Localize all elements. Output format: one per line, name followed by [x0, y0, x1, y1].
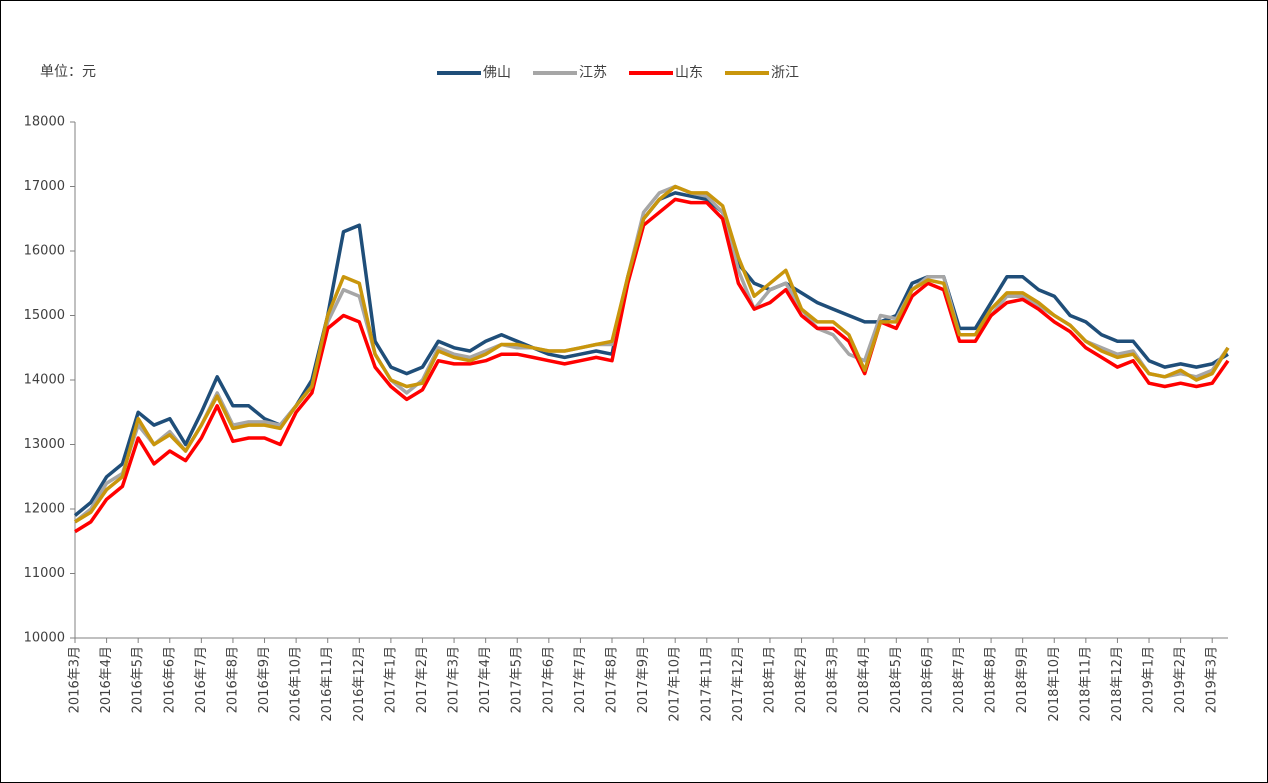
x-tick-label: 2018年5月 [889, 646, 904, 713]
x-tick-label: 2016年7月 [194, 646, 209, 713]
legend-label: 浙江 [771, 65, 799, 81]
y-tick-label: 11000 [24, 566, 65, 581]
x-tick-label: 2016年4月 [99, 646, 114, 713]
x-tick-label: 2016年3月 [68, 646, 83, 713]
series-line [73, 184, 1230, 524]
x-tick-label: 2019年1月 [1142, 646, 1157, 713]
x-tick-label: 2017年9月 [636, 646, 651, 713]
x-tick-label: 2018年6月 [920, 646, 935, 713]
x-tick-label: 2019年3月 [1205, 646, 1220, 713]
y-tick-label: 16000 [24, 244, 65, 259]
x-tick-label: 2017年11月 [699, 646, 714, 722]
y-tick-label: 17000 [24, 179, 65, 194]
x-tick-label: 2018年10月 [1047, 646, 1062, 722]
x-tick-label: 2018年4月 [857, 646, 872, 713]
x-tick-label: 2017年10月 [668, 646, 683, 722]
series-line [74, 197, 1230, 534]
y-tick-label: 14000 [24, 373, 65, 388]
x-tick-label: 2018年12月 [1110, 646, 1125, 722]
legend-label: 佛山 [483, 65, 511, 81]
x-tick-label: 2016年10月 [289, 646, 304, 722]
x-tick-label: 2018年9月 [1015, 646, 1030, 713]
x-tick-label: 2016年11月 [320, 646, 335, 722]
unit-note: 单位：元 [40, 64, 96, 80]
x-tick-label: 2018年2月 [794, 646, 809, 713]
x-tick-label: 2016年5月 [131, 646, 146, 713]
x-tick-label: 2018年3月 [826, 646, 841, 713]
x-tick-label: 2017年5月 [510, 646, 525, 713]
x-tick-label: 2016年12月 [352, 646, 367, 722]
x-tick-label: 2017年2月 [415, 646, 430, 713]
y-tick-label: 18000 [24, 115, 65, 130]
y-tick-label: 12000 [24, 502, 65, 517]
x-tick-label: 2018年11月 [1078, 646, 1093, 722]
series-line [74, 184, 1230, 524]
y-tick-label: 10000 [24, 631, 65, 646]
legend-label: 山东 [675, 65, 703, 81]
x-tick-label: 2016年9月 [257, 646, 272, 713]
x-tick-label: 2016年6月 [162, 646, 177, 713]
y-tick-label: 13000 [24, 437, 65, 452]
x-tick-label: 2017年8月 [605, 646, 620, 713]
x-tick-label: 2018年1月 [762, 646, 777, 713]
x-tick-label: 2017年3月 [447, 646, 462, 713]
x-tick-label: 2019年2月 [1173, 646, 1188, 713]
x-tick-label: 2017年12月 [731, 646, 746, 722]
x-tick-label: 2017年7月 [573, 646, 588, 713]
x-tick-label: 2018年7月 [952, 646, 967, 713]
x-tick-label: 2017年6月 [541, 646, 556, 713]
x-tick-label: 2018年8月 [984, 646, 999, 713]
x-tick-label: 2017年4月 [478, 646, 493, 713]
legend-label: 江苏 [579, 65, 607, 81]
y-tick-label: 15000 [24, 308, 65, 323]
x-tick-label: 2016年8月 [225, 646, 240, 713]
x-tick-label: 2017年1月 [383, 646, 398, 713]
